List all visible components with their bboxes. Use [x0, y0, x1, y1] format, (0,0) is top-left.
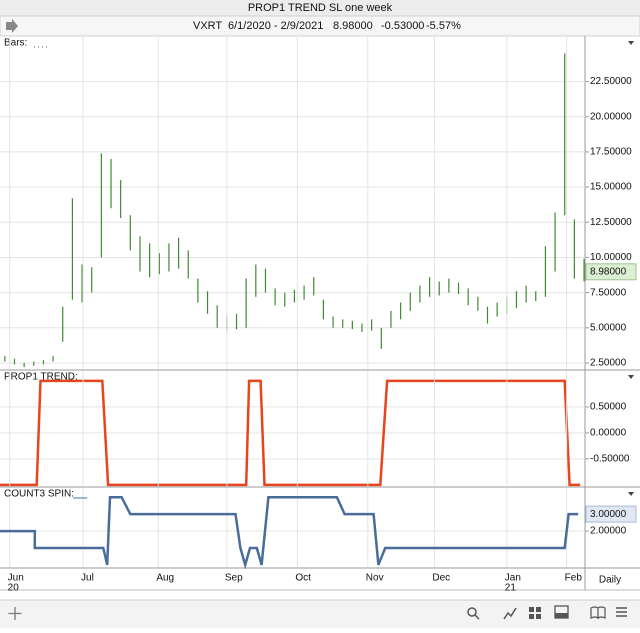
chart-button[interactable] [503, 607, 517, 620]
x-tick-label: Aug [156, 573, 174, 584]
arrow-button[interactable] [6, 19, 18, 33]
y-tick-label: 7.50000 [590, 287, 627, 298]
y-tick-label: 2.50000 [590, 358, 627, 369]
x-year-label: 20 [8, 583, 20, 594]
pane-menu[interactable] [628, 375, 634, 379]
y-tick-label: 0.50000 [590, 402, 627, 413]
x-tick-label: Nov [366, 573, 384, 584]
indicator-line [0, 379, 581, 487]
x-tick-label: Jul [81, 573, 94, 584]
y-tick-label: 22.50000 [590, 76, 632, 87]
panel-button[interactable] [554, 605, 569, 619]
date-range: 6/1/2020 - 2/9/2021 [228, 20, 323, 32]
last-value-box [585, 263, 637, 281]
title-bar [0, 0, 640, 16]
book-button[interactable] [590, 606, 606, 620]
bottom-toolbar [0, 600, 640, 628]
y-tick-label: 17.50000 [590, 147, 632, 158]
x-tick-label: Dec [432, 573, 450, 584]
interval-button[interactable]: Daily [599, 575, 621, 586]
window-title: PROP1 TREND SL one week [248, 2, 393, 14]
last-value-box [585, 505, 637, 523]
x-tick-label: Jan [505, 573, 521, 584]
pane-menu[interactable] [628, 41, 634, 45]
y-tick-label: -0.50000 [590, 454, 630, 465]
search-button[interactable] [467, 607, 480, 620]
indicator-line [0, 495, 579, 570]
x-tick-label: Jun [8, 573, 24, 584]
symbol: VXRT [193, 20, 222, 32]
pane-title: COUNT3 SPIN: [4, 489, 74, 500]
y-tick-label: 20.00000 [590, 111, 632, 122]
x-tick-label: Oct [295, 573, 311, 584]
y-tick-label: 2.00000 [590, 526, 627, 537]
menu-button[interactable] [616, 607, 627, 617]
last-value-label: 3.00000 [590, 509, 627, 520]
x-tick-label: Feb [565, 573, 583, 584]
pane-menu[interactable] [628, 492, 634, 496]
toolbar [0, 15, 640, 37]
last-value-label: 8.98000 [590, 266, 627, 277]
x-tick-label: Sep [225, 573, 243, 584]
y-tick-label: 12.50000 [590, 217, 632, 228]
change: -0.53000 [381, 20, 424, 32]
x-year-label: 21 [505, 583, 517, 594]
add-button[interactable] [8, 607, 22, 620]
pane-title: PROP1 TREND: [4, 372, 78, 383]
pane-title: Bars: [4, 38, 27, 49]
last-price: 8.98000 [333, 20, 373, 32]
y-tick-label: 15.00000 [590, 182, 632, 193]
change-pct: -5.57% [426, 20, 461, 32]
grid-button[interactable] [529, 607, 541, 619]
y-tick-label: 10.00000 [590, 252, 632, 263]
y-tick-label: 0.00000 [590, 428, 627, 439]
y-tick-label: 5.00000 [590, 322, 627, 333]
